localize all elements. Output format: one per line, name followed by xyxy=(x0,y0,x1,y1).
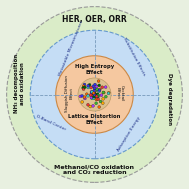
Circle shape xyxy=(95,95,98,98)
Circle shape xyxy=(91,94,94,96)
Circle shape xyxy=(82,88,85,91)
Circle shape xyxy=(87,86,90,89)
Circle shape xyxy=(81,101,84,103)
Circle shape xyxy=(95,97,98,100)
Circle shape xyxy=(81,94,84,97)
Circle shape xyxy=(92,93,95,95)
Text: Cocktail
Effect: Cocktail Effect xyxy=(115,85,124,101)
Circle shape xyxy=(88,83,91,86)
Text: NH₃ decomposition
and oxidation: NH₃ decomposition and oxidation xyxy=(14,54,25,113)
Circle shape xyxy=(92,97,95,99)
Circle shape xyxy=(94,92,96,95)
Circle shape xyxy=(95,85,98,88)
Circle shape xyxy=(94,94,97,97)
Circle shape xyxy=(93,93,96,96)
Circle shape xyxy=(96,95,99,98)
Circle shape xyxy=(93,93,96,96)
Circle shape xyxy=(91,95,94,98)
Circle shape xyxy=(98,89,101,92)
Circle shape xyxy=(82,85,85,88)
Text: Lattice Distortion
Effect: Lattice Distortion Effect xyxy=(68,114,121,125)
Circle shape xyxy=(79,95,82,98)
Text: Adsorption Energy: Adsorption Energy xyxy=(117,116,142,152)
Circle shape xyxy=(7,7,182,182)
Circle shape xyxy=(90,86,92,89)
Circle shape xyxy=(95,97,98,100)
Circle shape xyxy=(78,78,111,111)
Circle shape xyxy=(94,96,97,99)
Circle shape xyxy=(101,86,104,89)
Circle shape xyxy=(98,88,101,91)
Circle shape xyxy=(107,92,110,95)
Circle shape xyxy=(98,106,101,108)
Text: Substitution Effects: Substitution Effects xyxy=(122,37,146,77)
Circle shape xyxy=(94,83,96,86)
Circle shape xyxy=(107,91,110,94)
Circle shape xyxy=(101,102,104,105)
Circle shape xyxy=(104,95,107,98)
Circle shape xyxy=(91,91,93,93)
Circle shape xyxy=(93,89,95,92)
Circle shape xyxy=(95,102,98,105)
Circle shape xyxy=(85,93,88,96)
Circle shape xyxy=(91,97,94,100)
Circle shape xyxy=(93,93,96,96)
Circle shape xyxy=(104,86,107,88)
Circle shape xyxy=(93,93,96,96)
Circle shape xyxy=(96,93,99,96)
Circle shape xyxy=(92,91,95,94)
Circle shape xyxy=(98,90,101,93)
Text: HER, OER, ORR: HER, OER, ORR xyxy=(62,15,127,24)
Circle shape xyxy=(92,105,94,107)
Circle shape xyxy=(83,86,86,89)
Circle shape xyxy=(30,30,159,159)
Circle shape xyxy=(102,91,105,94)
Circle shape xyxy=(56,56,133,133)
Text: Metastable Microstructures: Metastable Microstructures xyxy=(58,19,84,76)
Circle shape xyxy=(97,94,99,97)
Circle shape xyxy=(90,96,93,99)
Circle shape xyxy=(92,91,95,94)
Circle shape xyxy=(94,90,96,92)
Circle shape xyxy=(97,94,100,97)
Circle shape xyxy=(89,105,92,108)
Circle shape xyxy=(102,97,105,100)
Circle shape xyxy=(93,87,96,90)
Circle shape xyxy=(83,96,86,99)
Circle shape xyxy=(91,94,94,97)
Circle shape xyxy=(96,95,99,98)
Circle shape xyxy=(92,91,95,94)
Circle shape xyxy=(93,93,95,96)
Circle shape xyxy=(84,97,86,100)
Circle shape xyxy=(95,98,98,101)
Text: Dye degradation: Dye degradation xyxy=(167,73,172,125)
Circle shape xyxy=(95,89,98,92)
Circle shape xyxy=(99,100,102,103)
Circle shape xyxy=(98,84,101,87)
Text: High Entropy
Effect: High Entropy Effect xyxy=(75,64,114,75)
Circle shape xyxy=(93,95,95,98)
Circle shape xyxy=(87,84,90,87)
Circle shape xyxy=(89,94,92,96)
Circle shape xyxy=(97,98,100,101)
Circle shape xyxy=(83,83,86,86)
Circle shape xyxy=(87,94,89,97)
Circle shape xyxy=(102,91,105,94)
Text: D-Band Center: D-Band Center xyxy=(36,114,66,132)
Circle shape xyxy=(92,92,95,94)
Circle shape xyxy=(92,85,95,88)
Circle shape xyxy=(96,88,99,91)
Circle shape xyxy=(90,91,93,94)
Text: Methanol/CO oxidation
and CO₂ reduction: Methanol/CO oxidation and CO₂ reduction xyxy=(54,164,135,175)
Text: Sluggish Diffusion
Effect: Sluggish Diffusion Effect xyxy=(65,75,74,112)
Circle shape xyxy=(94,96,96,99)
Circle shape xyxy=(90,91,93,93)
Circle shape xyxy=(87,103,89,106)
Circle shape xyxy=(100,94,103,97)
Circle shape xyxy=(82,87,84,89)
Circle shape xyxy=(97,80,100,82)
